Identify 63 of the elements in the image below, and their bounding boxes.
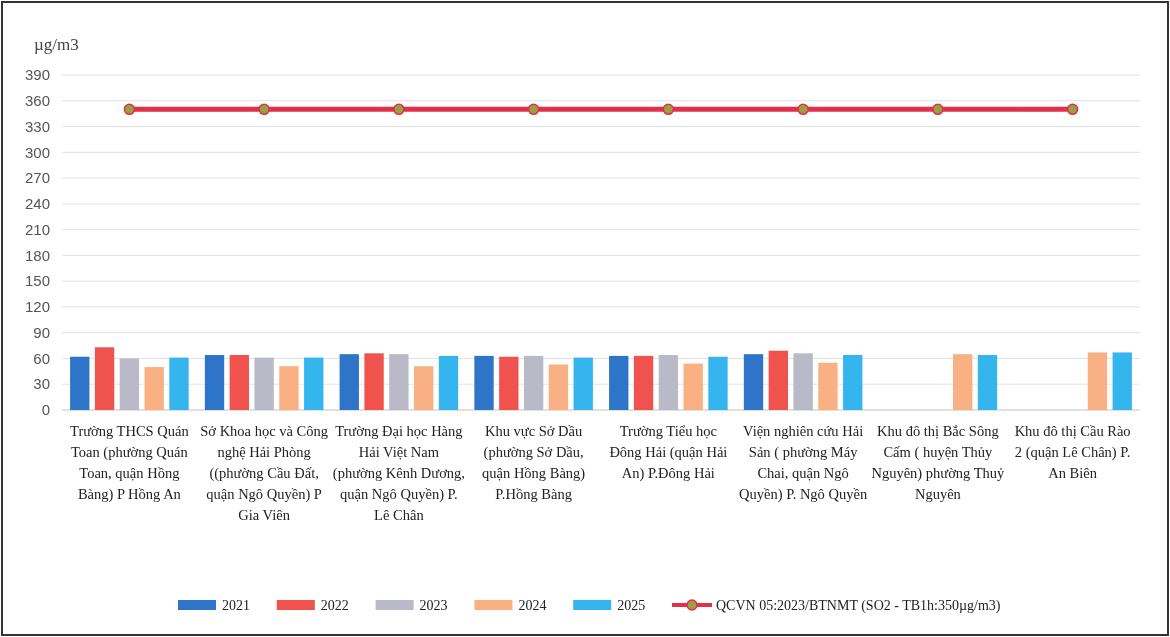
bar [414, 366, 434, 410]
bar [548, 364, 569, 410]
bar [658, 355, 679, 410]
legend-label: 2024 [518, 597, 547, 613]
bar [144, 367, 164, 410]
bar [793, 353, 813, 410]
bar [1112, 352, 1132, 410]
bar [523, 355, 544, 410]
legend-label: 2021 [222, 597, 250, 613]
bar [94, 347, 115, 410]
x-tick-label: Trường Tiểu học Đông Hải (quận Hải An) P.Đông Hải [609, 423, 728, 482]
bar [438, 355, 459, 410]
legend-label: QCVN 05:2023/BTNMT (SO2 - TB1h:350µg/m3) [716, 597, 1001, 614]
bar [683, 363, 703, 410]
bar [279, 366, 299, 410]
x-tick-label: Trường THCS Quán Toan (phường Quán Toan, quận Hồng Bàng) P Hồng An [70, 423, 190, 503]
bar [743, 354, 764, 410]
legend-label: 2022 [320, 597, 349, 613]
bar [70, 356, 90, 410]
bar [768, 350, 788, 410]
bar [609, 355, 629, 410]
bar [474, 355, 494, 410]
bar [953, 354, 973, 410]
bar [843, 355, 863, 410]
bar [573, 357, 593, 410]
y-tick-label: 30 [33, 375, 50, 393]
x-tick-label: Khu đô thị Cầu Rào 2 (quận Lê Chân) P. An Biên [1014, 423, 1131, 481]
legend-label: 2025 [617, 597, 646, 613]
x-tick-label: Trường Đại học Hàng Hải Việt Nam (phường Kênh Dương, quận Ngô Quyền) P. Lê Chân [332, 423, 465, 523]
bar [818, 362, 838, 410]
x-tick-label: Khu vực Sở Dầu (phường Sở Dầu, quận Hồng Bàng) P.Hồng Bàng [482, 423, 586, 502]
y-tick-label: 390 [24, 66, 50, 84]
bar [633, 355, 654, 410]
y-axis-title: µg/m3 [34, 35, 79, 54]
bar [254, 357, 274, 410]
y-tick-label: 150 [24, 272, 50, 290]
bar [169, 357, 189, 410]
bar [364, 353, 384, 410]
y-tick-label: 210 [24, 220, 50, 238]
y-tick-label: 270 [24, 169, 50, 187]
y-tick-label: 60 [33, 349, 50, 367]
y-tick-label: 0 [41, 401, 50, 419]
bar [304, 357, 324, 410]
y-tick-label: 330 [24, 117, 50, 135]
bar [229, 355, 249, 410]
bar [119, 358, 140, 410]
bar [1087, 352, 1108, 410]
x-tick-label: Viện nghiên cứu Hải Sản ( phường Máy Chai, quận Ngô Quyền) P. Ngô Quyền [739, 423, 868, 503]
bar [499, 356, 519, 410]
legend-label: 2023 [419, 597, 448, 613]
y-tick-label: 90 [33, 323, 50, 341]
x-tick-label: Sở Khoa học và Công nghệ Hải Phòng ((phường Cầu Đất, quận Ngô Quyền) P Gia Viên [200, 423, 328, 523]
bar [339, 354, 359, 410]
bar [389, 354, 409, 410]
bar [204, 355, 225, 410]
x-tick-label: Khu đô thị Bắc Sông Cấm ( huyện Thủy Nguyên) phường Thuỷ Nguyên [871, 423, 1006, 502]
y-tick-label: 120 [24, 298, 50, 316]
bar [977, 355, 998, 410]
y-tick-label: 240 [24, 195, 50, 213]
y-tick-label: 180 [24, 246, 50, 264]
bar [708, 356, 728, 410]
y-tick-label: 300 [24, 143, 50, 161]
y-tick-label: 360 [24, 92, 50, 110]
